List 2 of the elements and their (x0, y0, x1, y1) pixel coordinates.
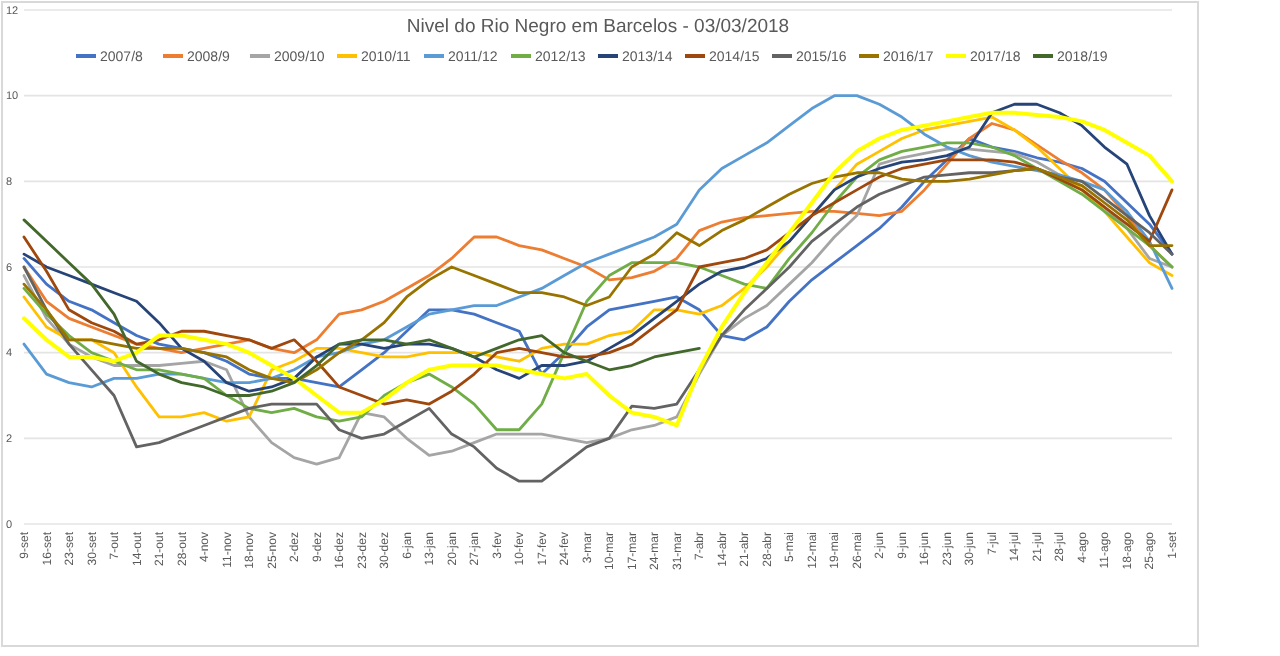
chart-title: Nivel do Rio Negro em Barcelos - 03/03/2018 (406, 16, 790, 38)
line-series (22, 218, 701, 397)
